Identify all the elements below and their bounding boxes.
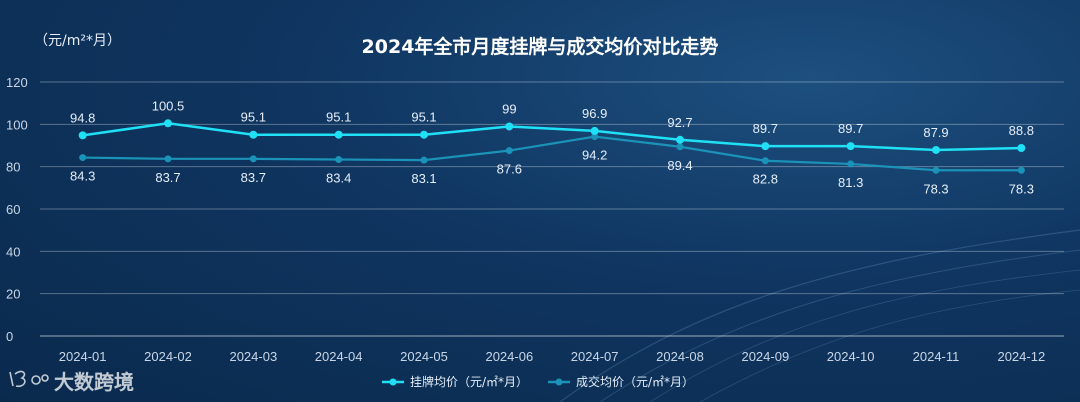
data-point-transaction[interactable] [1017,166,1025,174]
data-point-transaction[interactable] [676,143,684,151]
data-label-listing: 95.1 [326,110,351,125]
data-label-listing: 94.8 [70,110,95,125]
data-label-transaction: 87.6 [497,162,522,177]
y-unit-label: （元/m²*月） [34,33,121,49]
background-swoosh [559,229,1080,402]
data-label-listing: 95.1 [411,110,436,125]
x-tick-label: 2024-01 [59,349,107,364]
watermark-text: 大数跨境 [54,370,134,394]
data-point-listing[interactable] [249,130,258,139]
data-label-transaction: 81.3 [838,175,863,190]
series-line-listing [82,122,1022,152]
legend-marker-listing [389,378,397,386]
x-tick-label: 2024-06 [485,349,533,364]
x-tick-label: 2024-08 [656,349,704,364]
data-point-transaction[interactable] [847,160,855,168]
x-tick-label: 2024-07 [571,349,619,364]
x-axis: 2024-01 2024-02 2024-03 2024-04 2024-05 2024-… [59,349,1045,364]
legend-label-listing: 挂牌均价（元/㎡*月） [410,375,528,389]
y-tick-label: 40 [6,244,20,259]
y-tick-label: 60 [6,202,20,217]
data-point-listing[interactable] [164,119,172,128]
y-tick-label: 0 [6,329,13,344]
chart-title: 2024年全市月度挂牌与成交均价对比走势 [362,35,719,58]
data-label-transaction: 84.3 [70,169,95,184]
series-lines [82,122,1022,172]
data-label-listing: 96.9 [582,106,607,121]
data-label-transaction: 78.3 [923,181,948,196]
data-point-listing[interactable] [932,145,940,154]
data-point-transaction[interactable] [761,157,769,165]
legend-label-transaction: 成交均价（元/㎡*月） [576,374,694,389]
data-point-transaction[interactable] [249,155,257,163]
data-label-transaction: 94.2 [582,148,607,163]
data-point-listing[interactable] [761,142,770,151]
x-tick-label: 2024-09 [741,349,789,364]
data-point-listing[interactable] [78,131,87,140]
data-point-transaction[interactable] [591,133,599,141]
data-labels: 94.8 100.5 95.1 95.1 95.1 99 96.9 92.7 89.7 89.7 8… [70,98,1034,196]
data-point-listing[interactable] [846,142,855,151]
data-label-transaction: 83.7 [155,170,180,185]
y-tick-label: 100 [6,117,28,132]
x-tick-label: 2024-11 [913,349,960,364]
data-label-listing: 89.7 [838,121,863,136]
data-label-listing: 87.9 [923,125,948,140]
data-point-listing[interactable] [505,122,514,131]
series-line-transaction [82,135,1022,172]
x-tick-label: 2024-02 [144,349,192,364]
legend: 挂牌均价（元/㎡*月） 成交均价（元/㎡*月） [382,374,694,389]
data-label-listing: 99 [502,101,516,116]
x-tick-label: 2024-10 [827,349,875,364]
data-point-transaction[interactable] [505,147,513,155]
data-point-listing[interactable] [590,126,599,135]
watermark-logo-icon [9,370,49,388]
data-point-transaction[interactable] [79,154,87,162]
grid-lines [40,81,1064,337]
data-point-listing[interactable] [334,130,343,139]
legend-marker-transaction [555,378,563,386]
data-point-transaction[interactable] [420,156,428,164]
data-label-transaction: 78.3 [1009,181,1034,196]
legend-item-listing[interactable]: 挂牌均价（元/㎡*月） [382,375,528,389]
data-point-listing[interactable] [676,135,684,144]
data-label-listing: 95.1 [241,110,266,125]
data-label-transaction: 89.4 [667,158,692,173]
data-label-transaction: 82.8 [753,172,778,187]
data-label-listing: 92.7 [667,115,692,130]
data-point-transaction[interactable] [932,166,940,174]
data-point-transaction[interactable] [164,155,172,163]
data-point-listing[interactable] [1017,144,1026,153]
y-tick-label: 80 [6,160,20,175]
x-tick-label: 2024-12 [997,349,1045,364]
x-tick-label: 2024-04 [315,349,363,364]
y-tick-label: 20 [6,287,20,302]
legend-item-transaction[interactable]: 成交均价（元/㎡*月） [548,374,694,389]
x-tick-label: 2024-03 [229,349,277,364]
data-label-listing: 88.8 [1009,123,1034,138]
data-label-transaction: 83.1 [411,171,436,186]
data-label-transaction: 83.4 [326,170,351,185]
x-tick-label: 2024-05 [400,349,448,364]
watermark: 大数跨境 [9,370,134,394]
data-point-listing[interactable] [420,130,428,139]
y-tick-label: 120 [6,75,28,90]
data-label-listing: 89.7 [753,121,778,136]
y-axis: 0 20 40 60 80 100 120 [6,75,28,344]
data-label-listing: 100.5 [152,98,185,113]
series-points [78,119,1026,174]
data-label-transaction: 83.7 [241,170,266,185]
data-point-transaction[interactable] [335,155,343,163]
